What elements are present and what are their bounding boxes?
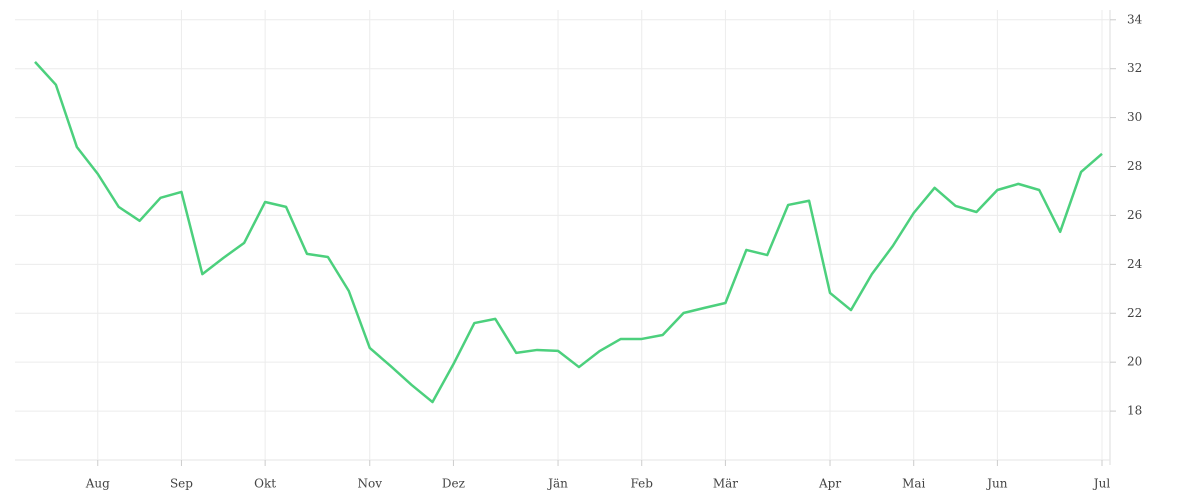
y-tick-label: 34 xyxy=(1127,12,1143,26)
y-tick-label: 32 xyxy=(1127,61,1142,75)
x-tick-label: Apr xyxy=(818,477,841,491)
y-tick-label: 26 xyxy=(1127,208,1142,222)
y-tick-label: 28 xyxy=(1127,159,1142,173)
x-tick-label: Sep xyxy=(170,477,193,491)
x-tick-label: Dez xyxy=(442,477,465,491)
x-tick-label: Jun xyxy=(985,477,1008,491)
x-tick-label: Aug xyxy=(85,477,110,491)
y-tick-label: 20 xyxy=(1127,355,1142,369)
y-tick-label: 22 xyxy=(1127,306,1142,320)
y-tick-label: 18 xyxy=(1127,404,1142,418)
y-tick-label: 24 xyxy=(1127,257,1143,271)
x-tick-label: Feb xyxy=(630,477,653,491)
y-tick-label: 30 xyxy=(1127,110,1142,124)
x-tick-label: Mai xyxy=(902,477,925,491)
x-tick-label: Jul xyxy=(1092,477,1111,491)
x-tick-label: Mär xyxy=(713,477,738,491)
x-tick-label: Jän xyxy=(546,477,568,491)
x-tick-label: Okt xyxy=(254,477,276,491)
x-tick-label: Nov xyxy=(357,477,382,491)
line xyxy=(34,61,1103,404)
